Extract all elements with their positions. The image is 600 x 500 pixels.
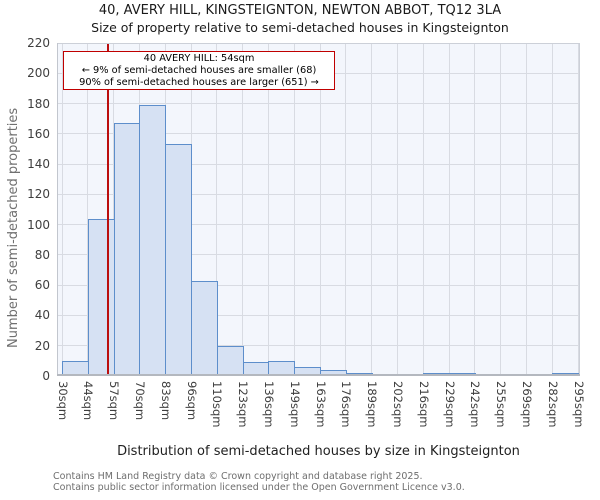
x-tick-label: 123sqm <box>236 381 251 428</box>
annotation-smaller-stat: ← 9% of semi-detached houses are smaller… <box>81 64 317 76</box>
x-tick-label: 295sqm <box>571 381 586 428</box>
x-tick-label: 269sqm <box>519 381 534 428</box>
y-tick-label: 120 <box>27 187 50 202</box>
y-tick-label: 0 <box>42 369 50 383</box>
x-tick-label: 242sqm <box>468 381 483 428</box>
y-tick-label: 200 <box>27 66 50 81</box>
chart-subtitle: Size of property relative to semi-detach… <box>91 20 509 35</box>
histogram-bar-83sqm <box>165 144 192 376</box>
attribution: Contains HM Land Registry data © Crown c… <box>53 471 465 494</box>
histogram-bar-96sqm <box>191 280 218 376</box>
gridline-vertical <box>371 43 373 376</box>
x-tick-label: 70sqm <box>132 381 147 421</box>
gridline-vertical <box>422 43 424 376</box>
y-tick-label: 60 <box>34 278 50 293</box>
x-tick-label: 57sqm <box>107 381 122 421</box>
attribution-line-2: Contains public sector information licen… <box>53 481 465 493</box>
plot-border-right <box>579 43 580 376</box>
x-tick-label: 30sqm <box>55 381 70 421</box>
marker-line <box>106 43 109 376</box>
y-tick-label: 20 <box>34 338 50 353</box>
x-tick-label: 83sqm <box>158 381 173 421</box>
x-tick-label: 96sqm <box>184 381 199 421</box>
x-tick-label: 149sqm <box>287 381 302 428</box>
gridline-horizontal <box>57 314 580 316</box>
x-tick-label: 163sqm <box>313 381 328 428</box>
gridline-vertical <box>345 43 347 376</box>
plot-border-top <box>57 43 580 44</box>
y-tick-label: 180 <box>27 96 50 111</box>
x-tick-label: 229sqm <box>442 381 457 428</box>
gridline-horizontal <box>57 284 580 286</box>
y-tick-label: 80 <box>34 247 50 262</box>
histogram-bar-110sqm <box>216 345 244 376</box>
plot-area: 40 AVERY HILL: 54sqm ← 9% of semi-detach… <box>57 42 580 376</box>
gridline-vertical <box>61 43 63 376</box>
gridline-horizontal <box>57 103 580 105</box>
gridline-vertical <box>293 43 295 376</box>
x-tick-label: 136sqm <box>261 381 276 428</box>
marker-annotation: 40 AVERY HILL: 54sqm ← 9% of semi-detach… <box>63 51 335 90</box>
gridline-horizontal <box>57 163 580 165</box>
attribution-line-1: Contains HM Land Registry data © Crown c… <box>53 471 423 482</box>
annotation-larger-stat: 90% of semi-detached houses are larger (… <box>79 76 319 88</box>
chart-title: 40, AVERY HILL, KINGSTEIGNTON, NEWTON AB… <box>98 3 502 18</box>
y-tick-label: 100 <box>27 217 50 232</box>
y-tick-label: 160 <box>27 126 50 141</box>
x-tick-label: 44sqm <box>81 381 96 421</box>
gridline-vertical <box>551 43 553 376</box>
x-tick-label: 282sqm <box>545 381 560 428</box>
gridline-horizontal <box>57 254 580 256</box>
histogram-bar-57sqm <box>113 123 141 376</box>
gridline-vertical <box>267 43 269 376</box>
x-axis-line <box>57 374 580 376</box>
y-tick-label: 40 <box>34 308 50 323</box>
gridline-vertical <box>242 43 244 376</box>
gridline-vertical <box>500 43 502 376</box>
gridline-vertical <box>87 43 89 376</box>
x-tick-label: 216sqm <box>416 381 431 428</box>
x-tick-label: 110sqm <box>210 381 225 428</box>
gridline-vertical <box>216 43 218 376</box>
x-tick-label: 255sqm <box>494 381 509 428</box>
x-tick-label: 176sqm <box>339 381 354 428</box>
y-axis-line <box>57 43 58 376</box>
gridline-vertical <box>448 43 450 376</box>
gridline-horizontal <box>57 345 580 347</box>
y-tick-label: 220 <box>27 36 50 50</box>
x-tick-label: 202sqm <box>390 381 405 428</box>
gridline-vertical <box>396 43 398 376</box>
gridline-vertical <box>474 43 476 376</box>
gridline-horizontal <box>57 193 580 195</box>
histogram-bar-163sqm <box>320 369 347 376</box>
gridline-vertical <box>525 43 527 376</box>
histogram-bar-70sqm <box>139 105 167 376</box>
gridline-horizontal <box>57 133 580 135</box>
gridline-vertical <box>319 43 321 376</box>
x-axis-title: Distribution of semi-detached houses by … <box>117 444 520 459</box>
gridline-vertical <box>577 43 579 376</box>
gridline-horizontal <box>57 224 580 226</box>
annotation-property-label: 40 AVERY HILL: 54sqm <box>143 53 255 64</box>
x-tick-label: 189sqm <box>365 381 380 428</box>
y-tick-label: 140 <box>27 157 50 172</box>
histogram-bar-44sqm <box>87 218 115 376</box>
